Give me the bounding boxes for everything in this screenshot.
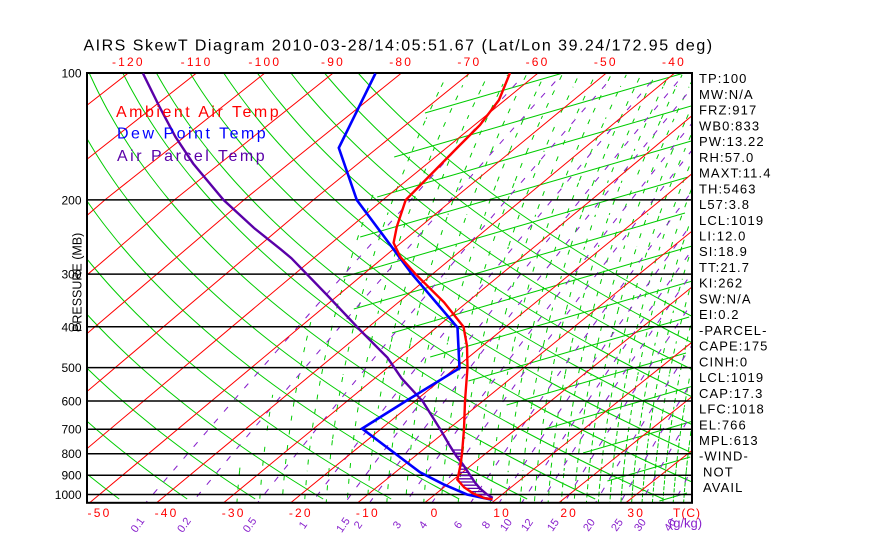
svg-text:AVAIL: AVAIL xyxy=(703,480,743,495)
svg-text:-50: -50 xyxy=(88,506,112,520)
svg-text:PRESSURE (MB): PRESSURE (MB) xyxy=(71,233,85,332)
svg-text:LCL:1019: LCL:1019 xyxy=(699,370,764,385)
svg-text:-40: -40 xyxy=(662,55,686,69)
svg-text:10: 10 xyxy=(493,506,511,520)
svg-text:-110: -110 xyxy=(181,55,213,69)
svg-text:400: 400 xyxy=(61,320,81,334)
svg-text:SW:N/A: SW:N/A xyxy=(699,291,752,306)
svg-text:100: 100 xyxy=(61,67,81,81)
svg-text:-10: -10 xyxy=(356,506,380,520)
svg-text:(g/kg): (g/kg) xyxy=(669,516,702,531)
svg-text:LI:12.0: LI:12.0 xyxy=(699,229,746,244)
svg-text:-50: -50 xyxy=(594,55,618,69)
svg-text:20: 20 xyxy=(560,506,578,520)
svg-text:6: 6 xyxy=(452,519,465,531)
svg-text:-120: -120 xyxy=(112,55,145,69)
svg-text:-70: -70 xyxy=(457,55,481,69)
svg-text:1000: 1000 xyxy=(55,488,82,502)
svg-text:LFC:1018: LFC:1018 xyxy=(699,402,765,417)
svg-text:MAXT:11.4: MAXT:11.4 xyxy=(699,166,772,181)
svg-text:EL:766: EL:766 xyxy=(699,417,747,432)
svg-text:-30: -30 xyxy=(222,506,246,520)
svg-text:0: 0 xyxy=(431,506,440,520)
svg-text:PW:13.22: PW:13.22 xyxy=(699,134,765,149)
svg-text:LCL:1019: LCL:1019 xyxy=(699,213,764,228)
svg-text:AIRS SkewT Diagram 2010-03-28/: AIRS SkewT Diagram 2010-03-28/14:05:51.6… xyxy=(84,38,714,55)
svg-text:MPL:613: MPL:613 xyxy=(699,433,759,448)
svg-text:-20: -20 xyxy=(289,506,313,520)
svg-text:500: 500 xyxy=(61,361,81,375)
svg-text:SI:18.9: SI:18.9 xyxy=(699,244,748,259)
svg-text:15: 15 xyxy=(545,517,562,534)
svg-text:-PARCEL-: -PARCEL- xyxy=(699,323,768,338)
svg-text:300: 300 xyxy=(61,268,81,282)
svg-text:-90: -90 xyxy=(321,55,345,69)
svg-text:CAPE:175: CAPE:175 xyxy=(699,339,769,354)
svg-text:3: 3 xyxy=(391,519,404,531)
svg-text:-80: -80 xyxy=(389,55,413,69)
svg-text:TH:5463: TH:5463 xyxy=(699,181,757,196)
svg-text:900: 900 xyxy=(61,469,81,483)
svg-text:1: 1 xyxy=(297,519,310,531)
svg-text:-60: -60 xyxy=(526,55,550,69)
svg-text:L57:3.8: L57:3.8 xyxy=(699,197,750,212)
svg-text:700: 700 xyxy=(61,423,81,437)
svg-text:MW:N/A: MW:N/A xyxy=(699,87,754,102)
svg-text:CAP:17.3: CAP:17.3 xyxy=(699,386,763,401)
svg-text:RH:57.0: RH:57.0 xyxy=(699,150,754,165)
svg-text:KI:262: KI:262 xyxy=(699,276,743,291)
svg-text:600: 600 xyxy=(61,395,81,409)
svg-text:T(C): T(C) xyxy=(673,506,701,520)
svg-text:25: 25 xyxy=(609,517,626,534)
svg-text:-40: -40 xyxy=(155,506,179,520)
svg-text:12: 12 xyxy=(519,517,536,534)
svg-text:-100: -100 xyxy=(248,55,281,69)
svg-text:4: 4 xyxy=(417,519,430,531)
svg-text:TT:21.7: TT:21.7 xyxy=(699,260,750,275)
svg-text:800: 800 xyxy=(61,447,81,461)
svg-text:200: 200 xyxy=(61,193,81,207)
svg-text:FRZ:917: FRZ:917 xyxy=(699,103,757,118)
svg-text:40: 40 xyxy=(662,517,679,534)
svg-text:WB0:833: WB0:833 xyxy=(699,118,760,133)
svg-text:10: 10 xyxy=(498,517,515,534)
svg-text:20: 20 xyxy=(581,517,598,534)
svg-text:Dew Point Temp: Dew Point Temp xyxy=(117,126,268,143)
svg-text:-WIND-: -WIND- xyxy=(699,449,749,464)
svg-text:EI:0.2: EI:0.2 xyxy=(699,307,740,322)
svg-text:TP:100: TP:100 xyxy=(699,71,748,86)
svg-text:30: 30 xyxy=(632,517,649,534)
svg-text:8: 8 xyxy=(480,519,493,531)
svg-text:NOT: NOT xyxy=(703,464,734,479)
svg-text:30: 30 xyxy=(627,506,645,520)
svg-text:Ambient Air Temp: Ambient Air Temp xyxy=(116,104,281,121)
svg-text:CINH:0: CINH:0 xyxy=(699,354,748,369)
svg-text:Air Parcel Temp: Air Parcel Temp xyxy=(117,148,267,165)
svg-text:2: 2 xyxy=(352,519,365,531)
